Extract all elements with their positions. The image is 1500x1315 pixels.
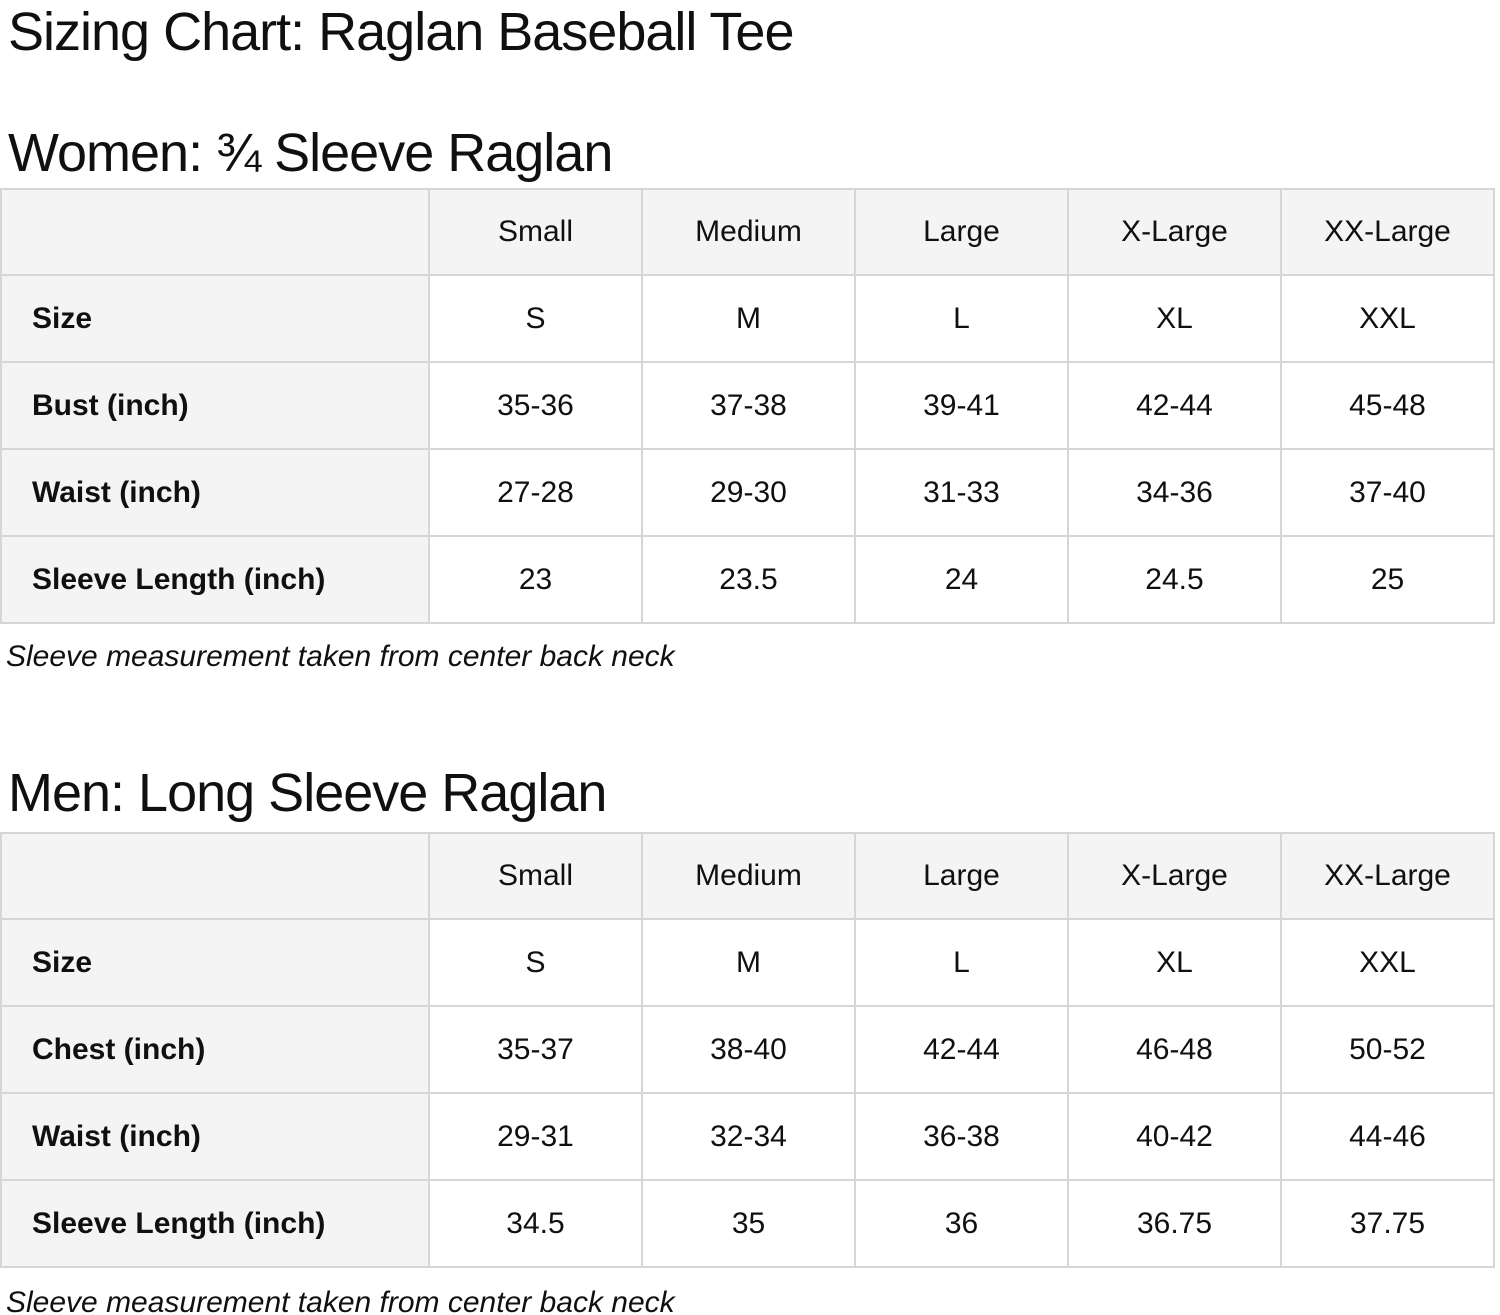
table-cell: 46-48 <box>1067 1005 1282 1094</box>
table-cell: 35-36 <box>428 361 643 450</box>
women-sleeve-note: Sleeve measurement taken from center bac… <box>6 640 675 673</box>
row-label: Waist (inch) <box>0 448 430 537</box>
table-row: Bust (inch) 35-36 37-38 39-41 42-44 45-48 <box>0 361 1495 450</box>
table-header-row: Small Medium Large X-Large XX-Large <box>0 832 1495 920</box>
column-header: Small <box>428 188 643 276</box>
row-label: Waist (inch) <box>0 1092 430 1181</box>
table-cell: 36 <box>854 1179 1069 1268</box>
row-label: Sleeve Length (inch) <box>0 1179 430 1268</box>
corner-cell <box>0 188 430 276</box>
table-cell: 34-36 <box>1067 448 1282 537</box>
table-cell: XXL <box>1280 274 1495 363</box>
men-sleeve-note: Sleeve measurement taken from center bac… <box>6 1286 675 1315</box>
table-cell: 27-28 <box>428 448 643 537</box>
table-row: Sleeve Length (inch) 34.5 35 36 36.75 37.75 <box>0 1179 1495 1268</box>
table-cell: M <box>641 918 856 1007</box>
table-row: Waist (inch) 27-28 29-30 31-33 34-36 37-40 <box>0 448 1495 537</box>
table-row: Waist (inch) 29-31 32-34 36-38 40-42 44-46 <box>0 1092 1495 1181</box>
table-cell: 36.75 <box>1067 1179 1282 1268</box>
table-cell: 29-31 <box>428 1092 643 1181</box>
row-label: Sleeve Length (inch) <box>0 535 430 624</box>
men-section: Men: Long Sleeve Raglan Small Medium Large… <box>0 764 1500 1315</box>
table-cell: 24 <box>854 535 1069 624</box>
table-cell: 35 <box>641 1179 856 1268</box>
row-label: Size <box>0 918 430 1007</box>
table-cell: 39-41 <box>854 361 1069 450</box>
row-label: Chest (inch) <box>0 1005 430 1094</box>
table-cell: 35-37 <box>428 1005 643 1094</box>
table-cell: 36-38 <box>854 1092 1069 1181</box>
column-header: Large <box>854 832 1069 920</box>
column-header: Small <box>428 832 643 920</box>
table-header-row: Small Medium Large X-Large XX-Large <box>0 188 1495 276</box>
column-header: Medium <box>641 832 856 920</box>
table-cell: S <box>428 274 643 363</box>
men-sizing-table: Small Medium Large X-Large XX-Large Size S M L X… <box>0 832 1495 1268</box>
table-row: Chest (inch) 35-37 38-40 42-44 46-48 50-52 <box>0 1005 1495 1094</box>
table-cell: 45-48 <box>1280 361 1495 450</box>
table-cell: XL <box>1067 274 1282 363</box>
corner-cell <box>0 832 430 920</box>
column-header: XX-Large <box>1280 832 1495 920</box>
table-cell: 37-40 <box>1280 448 1495 537</box>
table-cell: 23.5 <box>641 535 856 624</box>
table-cell: 42-44 <box>1067 361 1282 450</box>
men-section-heading: Men: Long Sleeve Raglan <box>8 763 607 823</box>
table-cell: L <box>854 918 1069 1007</box>
table-cell: 44-46 <box>1280 1092 1495 1181</box>
table-cell: XL <box>1067 918 1282 1007</box>
table-cell: XXL <box>1280 918 1495 1007</box>
table-cell: 50-52 <box>1280 1005 1495 1094</box>
table-cell: L <box>854 274 1069 363</box>
table-cell: 37.75 <box>1280 1179 1495 1268</box>
women-sizing-table: Small Medium Large X-Large XX-Large Size S M L X… <box>0 188 1495 624</box>
women-section-heading: Women: ¾ Sleeve Raglan <box>8 123 613 183</box>
column-header: Large <box>854 188 1069 276</box>
column-header: XX-Large <box>1280 188 1495 276</box>
table-cell: S <box>428 918 643 1007</box>
table-cell: 40-42 <box>1067 1092 1282 1181</box>
row-label: Bust (inch) <box>0 361 430 450</box>
page-title: Sizing Chart: Raglan Baseball Tee <box>8 2 795 62</box>
table-cell: M <box>641 274 856 363</box>
table-cell: 23 <box>428 535 643 624</box>
table-cell: 34.5 <box>428 1179 643 1268</box>
table-row: Sleeve Length (inch) 23 23.5 24 24.5 25 <box>0 535 1495 624</box>
table-cell: 29-30 <box>641 448 856 537</box>
table-cell: 24.5 <box>1067 535 1282 624</box>
column-header: Medium <box>641 188 856 276</box>
table-cell: 37-38 <box>641 361 856 450</box>
table-cell: 31-33 <box>854 448 1069 537</box>
table-row: Size S M L XL XXL <box>0 274 1495 363</box>
table-cell: 38-40 <box>641 1005 856 1094</box>
table-cell: 42-44 <box>854 1005 1069 1094</box>
table-cell: 25 <box>1280 535 1495 624</box>
column-header: X-Large <box>1067 832 1282 920</box>
women-section: Women: ¾ Sleeve Raglan Small Medium Large X… <box>0 124 1500 674</box>
table-row: Size S M L XL XXL <box>0 918 1495 1007</box>
row-label: Size <box>0 274 430 363</box>
column-header: X-Large <box>1067 188 1282 276</box>
table-cell: 32-34 <box>641 1092 856 1181</box>
